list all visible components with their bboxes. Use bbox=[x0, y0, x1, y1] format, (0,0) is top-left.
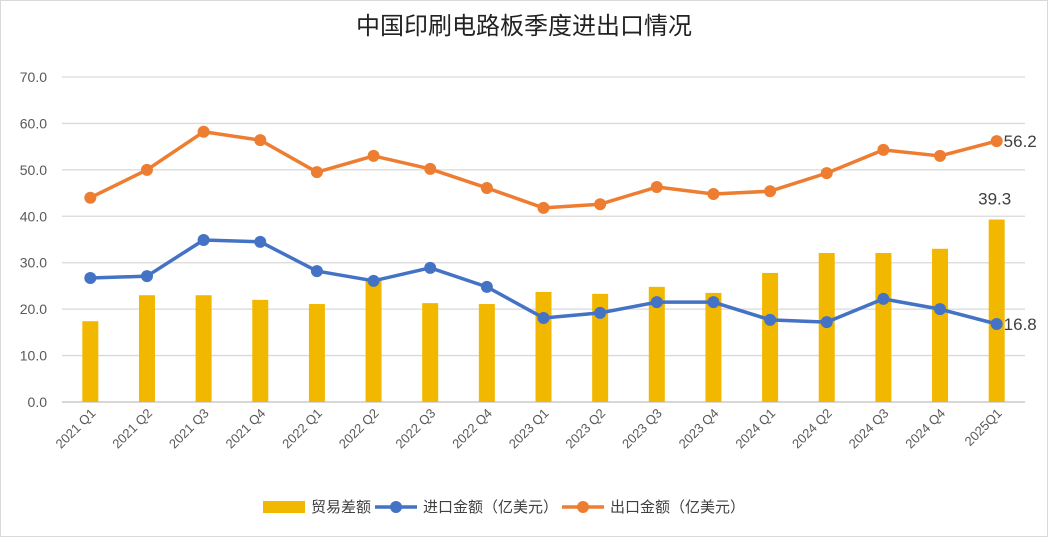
legend-label: 出口金额（亿美元） bbox=[610, 498, 745, 516]
y-tick-label: 20.0 bbox=[20, 301, 47, 317]
data-point bbox=[140, 163, 153, 176]
data-label: 16.8 bbox=[1004, 315, 1037, 334]
y-tick-label: 10.0 bbox=[20, 348, 47, 364]
data-point bbox=[820, 316, 833, 329]
data-point bbox=[594, 198, 607, 211]
bar bbox=[308, 304, 325, 402]
chart-title: 中国印刷电路板季度进出口情况 bbox=[356, 12, 692, 40]
bar bbox=[932, 248, 949, 402]
legend-marker bbox=[390, 501, 403, 513]
data-point bbox=[990, 318, 1003, 330]
y-tick-label: 60.0 bbox=[20, 115, 47, 131]
data-point bbox=[934, 303, 947, 316]
x-tick-label: 2023 Q2 bbox=[562, 406, 608, 452]
x-tick-label: 2022 Q3 bbox=[392, 406, 438, 452]
legend-marker bbox=[577, 501, 590, 513]
data-point bbox=[310, 166, 323, 179]
data-point bbox=[424, 162, 437, 175]
data-point bbox=[990, 135, 1003, 148]
data-point bbox=[424, 261, 437, 274]
legend-label: 贸易差额 bbox=[311, 498, 371, 516]
data-point bbox=[197, 233, 210, 246]
data-point bbox=[140, 270, 153, 283]
bar bbox=[762, 272, 779, 402]
y-tick-label: 70.0 bbox=[20, 69, 47, 85]
data-point bbox=[480, 280, 493, 293]
data-label: 56.2 bbox=[1004, 132, 1037, 151]
data-point bbox=[254, 134, 267, 147]
x-tick-label: 2023 Q3 bbox=[619, 406, 665, 452]
x-tick-label: 2021 Q4 bbox=[223, 406, 269, 452]
x-tick-label: 2021 Q3 bbox=[166, 406, 212, 452]
y-tick-label: 40.0 bbox=[20, 208, 47, 224]
data-point bbox=[537, 311, 550, 324]
bar bbox=[648, 286, 665, 402]
data-point bbox=[84, 272, 97, 285]
x-tick-label: 2024 Q2 bbox=[789, 406, 835, 452]
data-point bbox=[877, 143, 890, 156]
x-tick-label: 2024 Q1 bbox=[732, 406, 778, 452]
bar bbox=[592, 293, 609, 402]
data-point bbox=[764, 185, 777, 198]
data-point bbox=[310, 265, 323, 278]
data-point bbox=[650, 181, 663, 194]
bar bbox=[252, 299, 269, 402]
x-tick-label: 2022 Q1 bbox=[279, 406, 325, 452]
data-point bbox=[877, 292, 890, 305]
y-tick-label: 50.0 bbox=[20, 162, 47, 178]
bar bbox=[705, 292, 722, 402]
data-point bbox=[820, 167, 833, 180]
legend-label: 进口金额（亿美元） bbox=[423, 498, 558, 516]
data-point bbox=[707, 296, 720, 309]
data-point bbox=[594, 306, 607, 319]
data-point bbox=[367, 274, 380, 287]
y-tick-label: 0.0 bbox=[28, 394, 48, 410]
data-point bbox=[254, 235, 267, 248]
y-tick-label: 30.0 bbox=[20, 255, 47, 271]
bar bbox=[138, 295, 155, 402]
bar bbox=[875, 252, 892, 402]
x-tick-label: 2021 Q1 bbox=[53, 406, 99, 452]
legend-swatch bbox=[263, 501, 305, 513]
bar bbox=[478, 304, 495, 402]
bar bbox=[82, 321, 99, 402]
x-tick-label: 2023 Q4 bbox=[676, 406, 722, 452]
data-point bbox=[650, 296, 663, 309]
data-point bbox=[367, 149, 380, 162]
x-tick-label: 2024 Q4 bbox=[902, 406, 948, 452]
data-point bbox=[480, 181, 493, 194]
data-point bbox=[707, 188, 720, 200]
bar bbox=[422, 303, 439, 402]
x-tick-label: 2023 Q1 bbox=[506, 406, 552, 452]
data-point bbox=[537, 201, 550, 214]
bar bbox=[365, 279, 382, 402]
x-tick-label: 2022 Q2 bbox=[336, 406, 382, 452]
x-tick-label: 2025Q1 bbox=[961, 406, 1004, 449]
bar bbox=[988, 219, 1005, 402]
data-label: 39.3 bbox=[978, 190, 1011, 209]
x-tick-label: 2024 Q3 bbox=[846, 406, 892, 452]
data-point bbox=[197, 125, 210, 138]
x-tick-label: 2021 Q2 bbox=[109, 406, 155, 452]
bar bbox=[195, 295, 212, 402]
data-point bbox=[84, 191, 97, 204]
x-tick-label: 2022 Q4 bbox=[449, 406, 495, 452]
bar bbox=[535, 291, 552, 402]
data-point bbox=[934, 149, 947, 162]
data-point bbox=[764, 313, 777, 326]
